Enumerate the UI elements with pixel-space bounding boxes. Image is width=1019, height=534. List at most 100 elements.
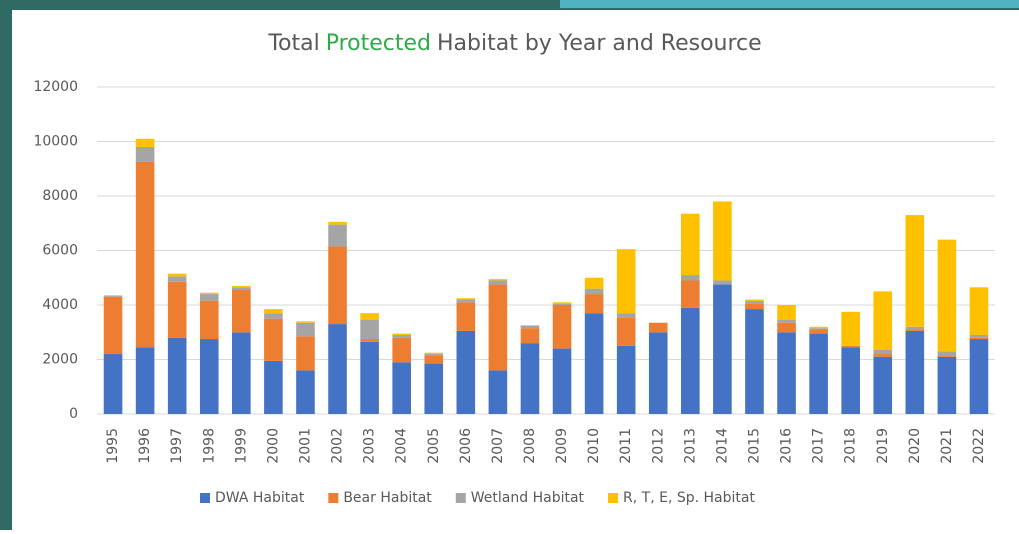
bar-segment <box>167 337 187 414</box>
chart-title: Total Protected Habitat by Year and Resour… <box>267 31 761 56</box>
bar-segment <box>392 334 411 338</box>
bar-segment <box>488 370 508 414</box>
legend-swatch <box>608 493 619 503</box>
bar-segment <box>424 352 444 355</box>
title-part: Habitat by Year and Resource <box>437 31 762 56</box>
bar-segment <box>937 356 957 414</box>
x-tick-label: 2017 <box>811 428 827 464</box>
bar-segment <box>745 299 764 301</box>
x-tick-label: 2022 <box>971 428 987 464</box>
bar-segment <box>328 224 347 247</box>
bar-segment <box>552 302 572 304</box>
x-tick-label: 2000 <box>265 428 281 464</box>
bar-segment <box>841 347 860 414</box>
x-tick-label: 2021 <box>939 428 955 464</box>
bar-segment <box>713 201 732 281</box>
bar-segment <box>809 326 828 329</box>
bar-segment <box>713 284 732 414</box>
title-part: Protected <box>326 31 431 56</box>
bar-segment <box>937 355 957 357</box>
bar-segment <box>360 313 379 320</box>
bar-segment <box>905 330 925 414</box>
bar-segment <box>167 276 187 282</box>
bar-segment <box>809 328 828 330</box>
bar-segment <box>296 370 315 414</box>
bar-segment <box>905 329 925 331</box>
legend-label: Bear Habitat <box>343 490 432 506</box>
y-tick-label: 8000 <box>42 188 78 204</box>
bar-segment <box>809 329 828 334</box>
bar-segment <box>777 322 796 333</box>
x-tick-label: 2012 <box>650 428 666 464</box>
x-tick-label: 2008 <box>522 428 538 464</box>
bar-segment <box>777 319 796 323</box>
bar-segment <box>648 322 668 333</box>
legend-swatch <box>455 493 466 503</box>
bar-segment <box>616 345 636 414</box>
legend-label: R, T, E, Sp. Habitat <box>623 490 755 506</box>
bar-segment <box>199 292 219 295</box>
bar-segment <box>745 300 764 304</box>
bar-segment <box>456 299 476 303</box>
bar-segment <box>232 287 251 291</box>
bar-segment <box>167 281 187 338</box>
top-strip <box>560 0 1019 8</box>
bar-segment <box>681 307 700 414</box>
legend-label: DWA Habitat <box>215 490 305 506</box>
bar-segment <box>456 298 476 300</box>
bar-segment <box>488 284 508 371</box>
x-tick-label: 2001 <box>297 428 313 464</box>
bar-segment <box>264 318 283 361</box>
bar-segment <box>552 348 572 414</box>
bar-segment <box>552 305 572 349</box>
bar-segment <box>777 332 796 414</box>
bar-segment <box>648 332 668 414</box>
bar-segment <box>873 291 893 350</box>
x-tick-label: 2011 <box>618 428 634 464</box>
x-tick-label: 2014 <box>714 428 730 464</box>
bar-segment <box>873 354 893 357</box>
bar-segment <box>745 303 764 310</box>
bar-segment <box>424 363 444 414</box>
bar-segment <box>745 309 764 414</box>
bar-segment <box>360 341 379 414</box>
chart-area <box>12 10 1019 530</box>
bar-segment <box>905 215 925 327</box>
bar-segment <box>552 303 572 305</box>
bar-segment <box>103 354 123 414</box>
bar-segment <box>424 354 444 356</box>
title-part: Total <box>267 31 319 56</box>
bar-segment <box>328 246 347 325</box>
x-tick-label: 2019 <box>875 428 891 464</box>
bar-segment <box>873 349 893 355</box>
bar-segment <box>232 285 251 288</box>
y-tick-label: 12000 <box>33 79 78 95</box>
bar-segment <box>167 273 187 277</box>
bar-segment <box>777 305 796 320</box>
bar-segment <box>520 328 540 344</box>
bar-segment <box>969 334 989 338</box>
y-tick-label: 0 <box>69 406 78 422</box>
x-tick-label: 2013 <box>682 428 698 464</box>
x-tick-label: 1999 <box>233 428 249 464</box>
bar-segment <box>969 337 989 340</box>
bar-segment <box>296 336 315 371</box>
bar-segment <box>103 296 123 355</box>
bar-segment <box>360 339 379 342</box>
bar-segment <box>360 319 379 340</box>
x-tick-label: 2005 <box>426 428 442 464</box>
bar-segment <box>520 343 540 414</box>
bar-segment <box>616 317 636 346</box>
x-tick-label: 2015 <box>746 428 762 464</box>
x-tick-label: 2006 <box>458 428 474 464</box>
x-tick-label: 1997 <box>169 428 185 464</box>
bar-segment <box>969 339 989 414</box>
x-tick-label: 2010 <box>586 428 602 464</box>
bar-segment <box>264 309 283 314</box>
bar-segment <box>392 333 411 335</box>
bar-segment <box>328 221 347 225</box>
bar-segment <box>392 362 411 414</box>
bar-segment <box>456 302 476 331</box>
bar-segment <box>681 280 700 308</box>
x-tick-label: 2018 <box>843 428 859 464</box>
